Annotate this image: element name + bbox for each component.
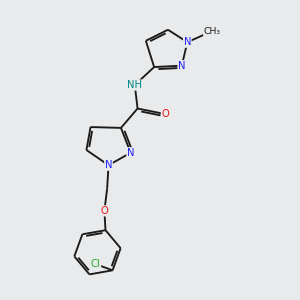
Text: N: N bbox=[184, 37, 191, 47]
Text: O: O bbox=[100, 206, 108, 216]
Text: N: N bbox=[105, 160, 112, 170]
Text: N: N bbox=[178, 61, 185, 71]
Text: N: N bbox=[127, 148, 134, 158]
Text: NH: NH bbox=[127, 80, 142, 90]
Text: Cl: Cl bbox=[91, 259, 100, 269]
Text: CH₃: CH₃ bbox=[204, 27, 221, 36]
Text: O: O bbox=[161, 109, 169, 119]
